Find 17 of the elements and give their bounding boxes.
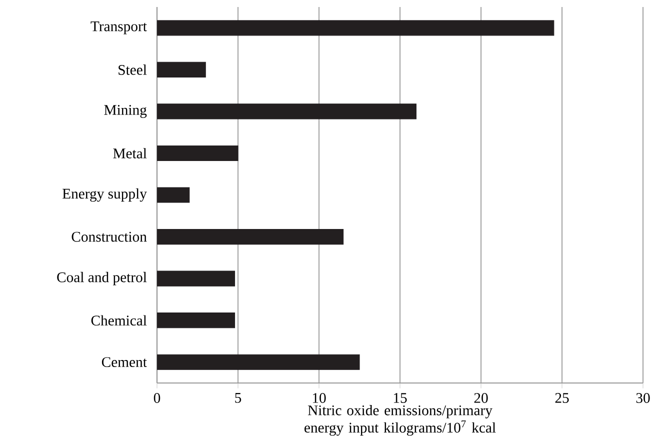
x-axis-title: Nitric oxide emissions/primary energy input kilograms/10$^{7}$ kcal: [304, 405, 496, 436]
y-tick-label: Coal and petrol: [57, 272, 147, 286]
y-tick-label: Metal: [113, 148, 147, 158]
y-tick-label: Steel: [118, 64, 147, 75]
y-tick-label: Construction: [72, 232, 147, 242]
y-tick-label: Cement: [102, 357, 147, 368]
x-tick-label: 0: [154, 393, 160, 403]
x-tick-label: 10: [312, 393, 326, 403]
y-tick-label: Energy supply: [62, 188, 147, 202]
y-tick-label: Chemical: [91, 315, 147, 326]
x-tick-label: 15: [394, 393, 407, 403]
y-tick-label: Transport: [90, 22, 147, 34]
x-tick-label: 5: [235, 393, 242, 403]
y-tick-label: Mining: [104, 105, 147, 118]
x-tick-label: 20: [474, 393, 488, 403]
x-tick-label: 30: [636, 393, 650, 403]
x-tick-label: 25: [555, 393, 569, 403]
